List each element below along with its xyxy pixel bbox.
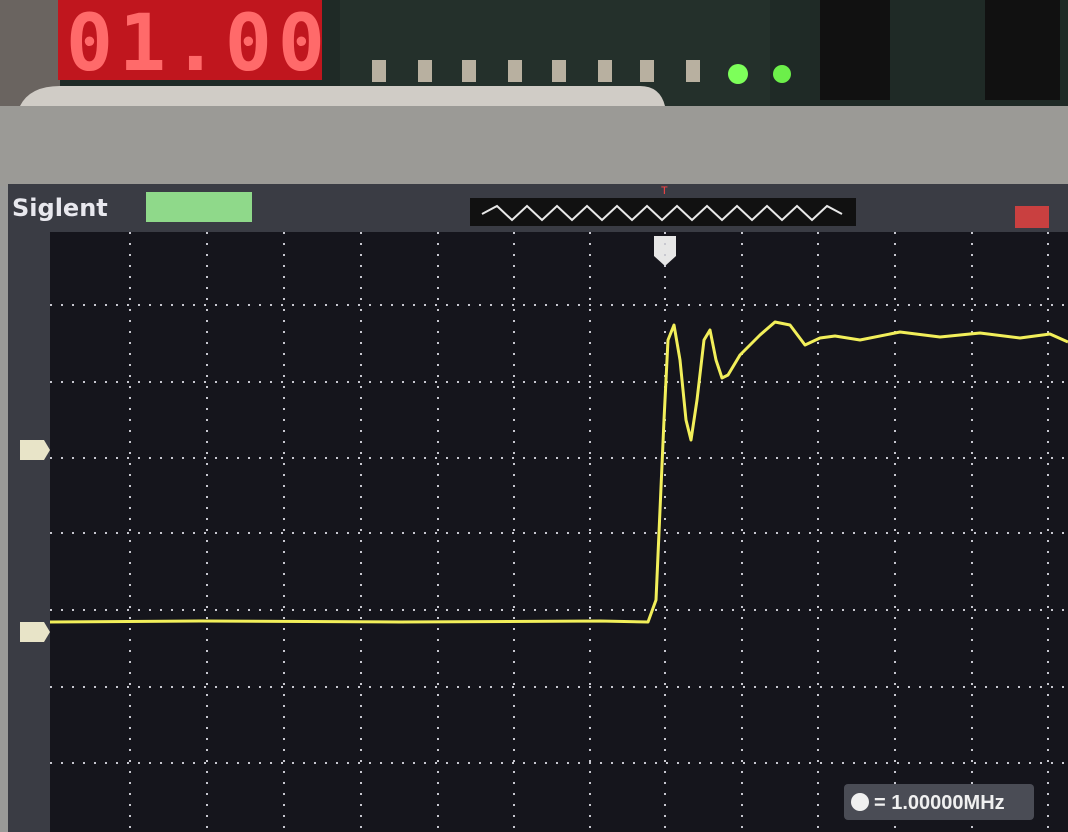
brand: Siglent bbox=[12, 194, 108, 222]
signal-trace bbox=[49, 320, 1068, 624]
trigger-level-marker bbox=[20, 440, 50, 460]
frequency-readout: = 1.00000MHz bbox=[874, 792, 1005, 814]
seven-segment-display bbox=[58, 0, 322, 80]
header-pins bbox=[985, 0, 1060, 100]
trigger-label: T bbox=[661, 185, 668, 197]
channel-marker bbox=[20, 622, 50, 642]
status-icon bbox=[1015, 206, 1049, 228]
memory-bar bbox=[470, 198, 856, 226]
display-digits: 01.00 bbox=[66, 0, 331, 89]
grid bbox=[50, 232, 1068, 832]
cable bbox=[20, 86, 665, 106]
bezel bbox=[0, 106, 1068, 186]
led-on bbox=[728, 64, 748, 84]
led-on bbox=[773, 65, 791, 83]
status-box bbox=[146, 192, 252, 222]
leds bbox=[372, 60, 700, 82]
frequency-box bbox=[844, 784, 1034, 820]
channel-icon bbox=[851, 793, 869, 811]
header-pins bbox=[820, 0, 890, 100]
trigger-position-marker bbox=[654, 236, 676, 266]
memory-wave bbox=[481, 204, 843, 222]
graticule bbox=[50, 232, 1068, 832]
